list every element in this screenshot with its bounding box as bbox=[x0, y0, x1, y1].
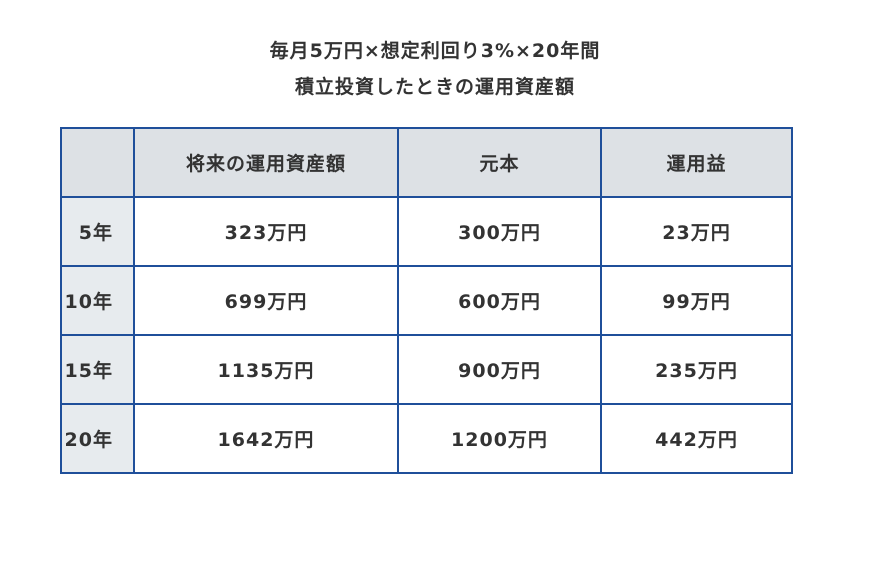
header-row: 将来の運用資産額 元本 運用益 bbox=[60, 127, 793, 198]
future-assets-cell: 323万円 bbox=[133, 196, 399, 267]
future-assets-cell: 1135万円 bbox=[133, 334, 399, 405]
principal-cell: 900万円 bbox=[397, 334, 602, 405]
table-row: 10年 699万円 600万円 99万円 bbox=[60, 265, 793, 336]
title-line-2: 積立投資したときの運用資産額 bbox=[294, 76, 575, 98]
profit-cell: 23万円 bbox=[600, 196, 793, 267]
principal-cell: 300万円 bbox=[397, 196, 602, 267]
header-profit: 運用益 bbox=[600, 127, 793, 198]
asset-table: 将来の運用資産額 元本 運用益 5年 323万円 300万円 23万円 10年 … bbox=[60, 127, 793, 474]
table-row: 20年 1642万円 1200万円 442万円 bbox=[60, 403, 793, 474]
future-assets-cell: 699万円 bbox=[133, 265, 399, 336]
future-assets-cell: 1642万円 bbox=[133, 403, 399, 474]
title-line-1: 毎月5万円×想定利回り3%×20年間 bbox=[269, 40, 601, 62]
profit-cell: 235万円 bbox=[600, 334, 793, 405]
row-label: 5年 bbox=[60, 196, 135, 267]
header-future-assets: 将来の運用資産額 bbox=[133, 127, 399, 198]
principal-cell: 1200万円 bbox=[397, 403, 602, 474]
header-principal: 元本 bbox=[397, 127, 602, 198]
row-label: 20年 bbox=[60, 403, 135, 474]
table-row: 5年 323万円 300万円 23万円 bbox=[60, 196, 793, 267]
principal-cell: 600万円 bbox=[397, 265, 602, 336]
row-label: 15年 bbox=[60, 334, 135, 405]
profit-cell: 99万円 bbox=[600, 265, 793, 336]
row-label: 10年 bbox=[60, 265, 135, 336]
profit-cell: 442万円 bbox=[600, 403, 793, 474]
header-corner bbox=[60, 127, 135, 198]
table-row: 15年 1135万円 900万円 235万円 bbox=[60, 334, 793, 405]
